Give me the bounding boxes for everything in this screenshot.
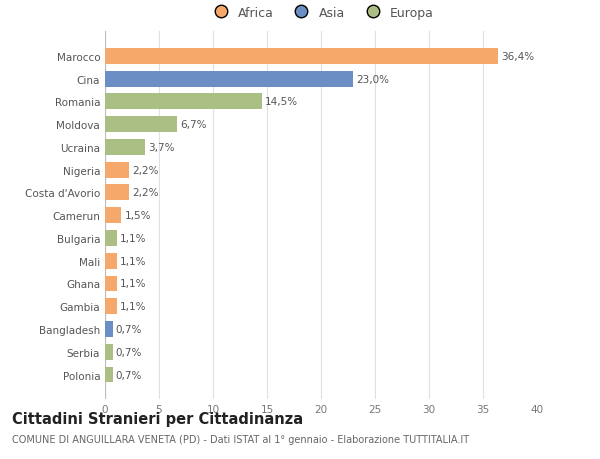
Text: 36,4%: 36,4% (502, 52, 535, 62)
Bar (105, 140, 145, 156)
Bar (105, 344, 113, 360)
Text: 0,7%: 0,7% (116, 325, 142, 334)
Text: 1,5%: 1,5% (124, 211, 151, 221)
Bar (105, 72, 353, 87)
Bar (105, 49, 498, 65)
Text: 0,7%: 0,7% (116, 347, 142, 357)
Bar (105, 367, 113, 383)
Bar (105, 117, 178, 133)
Text: 2,2%: 2,2% (132, 165, 158, 175)
Text: 23,0%: 23,0% (356, 74, 389, 84)
Bar (105, 230, 117, 246)
Text: 3,7%: 3,7% (148, 143, 175, 152)
Text: 0,7%: 0,7% (116, 369, 142, 380)
Bar (105, 321, 113, 337)
Text: 1,1%: 1,1% (120, 302, 146, 312)
Text: 6,7%: 6,7% (181, 120, 207, 130)
Text: 2,2%: 2,2% (132, 188, 158, 198)
Bar (105, 276, 117, 292)
Text: 1,1%: 1,1% (120, 256, 146, 266)
Bar (105, 185, 129, 201)
Legend: Africa, Asia, Europa: Africa, Asia, Europa (205, 4, 437, 22)
Bar (105, 94, 262, 110)
Bar (105, 299, 117, 314)
Bar (105, 253, 117, 269)
Text: 1,1%: 1,1% (120, 279, 146, 289)
Text: 1,1%: 1,1% (120, 234, 146, 243)
Bar (105, 162, 129, 178)
Text: Cittadini Stranieri per Cittadinanza: Cittadini Stranieri per Cittadinanza (12, 411, 303, 426)
Bar (105, 208, 121, 224)
Text: COMUNE DI ANGUILLARA VENETA (PD) - Dati ISTAT al 1° gennaio - Elaborazione TUTTI: COMUNE DI ANGUILLARA VENETA (PD) - Dati … (12, 434, 469, 444)
Text: 14,5%: 14,5% (265, 97, 298, 107)
